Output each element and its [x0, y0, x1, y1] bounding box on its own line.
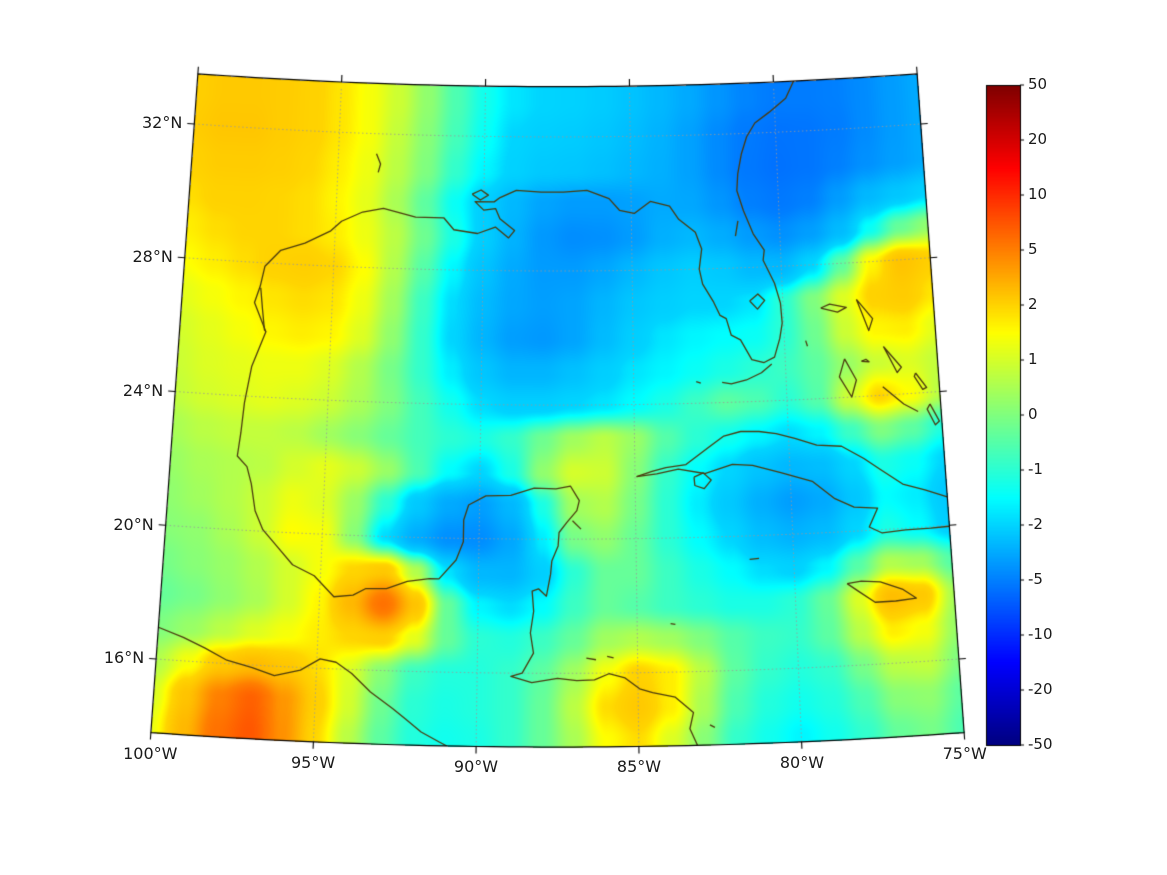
lat-tick-label: 16°N	[103, 648, 145, 668]
lon-tick-label: 75°W	[942, 743, 987, 763]
colorbar-tick-label: 10	[1028, 185, 1048, 203]
lat-tick-label: 28°N	[132, 247, 173, 267]
colorbar-tick-label: 20	[1028, 130, 1048, 148]
colorbar-tick-label: 5	[1028, 240, 1038, 258]
colorbar-tick-label: 1	[1028, 350, 1038, 368]
colorbar-tick-label: -1	[1028, 460, 1043, 478]
colorbar-tick-label: 50	[1028, 75, 1048, 93]
lat-tick-label: 20°N	[113, 514, 154, 534]
colorbar-tick-label: 2	[1028, 295, 1038, 313]
colorbar-tick-label: 0	[1028, 405, 1038, 423]
lon-tick-label: 85°W	[616, 757, 662, 777]
lon-tick-label: 95°W	[290, 752, 336, 772]
lat-tick-label: 24°N	[122, 380, 164, 400]
colorbar-tick-label: -10	[1028, 625, 1053, 643]
lon-tick-label: 90°W	[453, 757, 499, 777]
colorbar-tick-label: -20	[1028, 680, 1053, 698]
colorbar-tick-label: -5	[1028, 570, 1043, 588]
colorbar-tick-label: -2	[1028, 515, 1043, 533]
lon-tick-label: 80°W	[779, 752, 825, 772]
lon-tick-label: 100°W	[123, 743, 178, 763]
lat-tick-label: 32°N	[141, 113, 183, 133]
colorbar-tick-label: -50	[1028, 735, 1053, 753]
